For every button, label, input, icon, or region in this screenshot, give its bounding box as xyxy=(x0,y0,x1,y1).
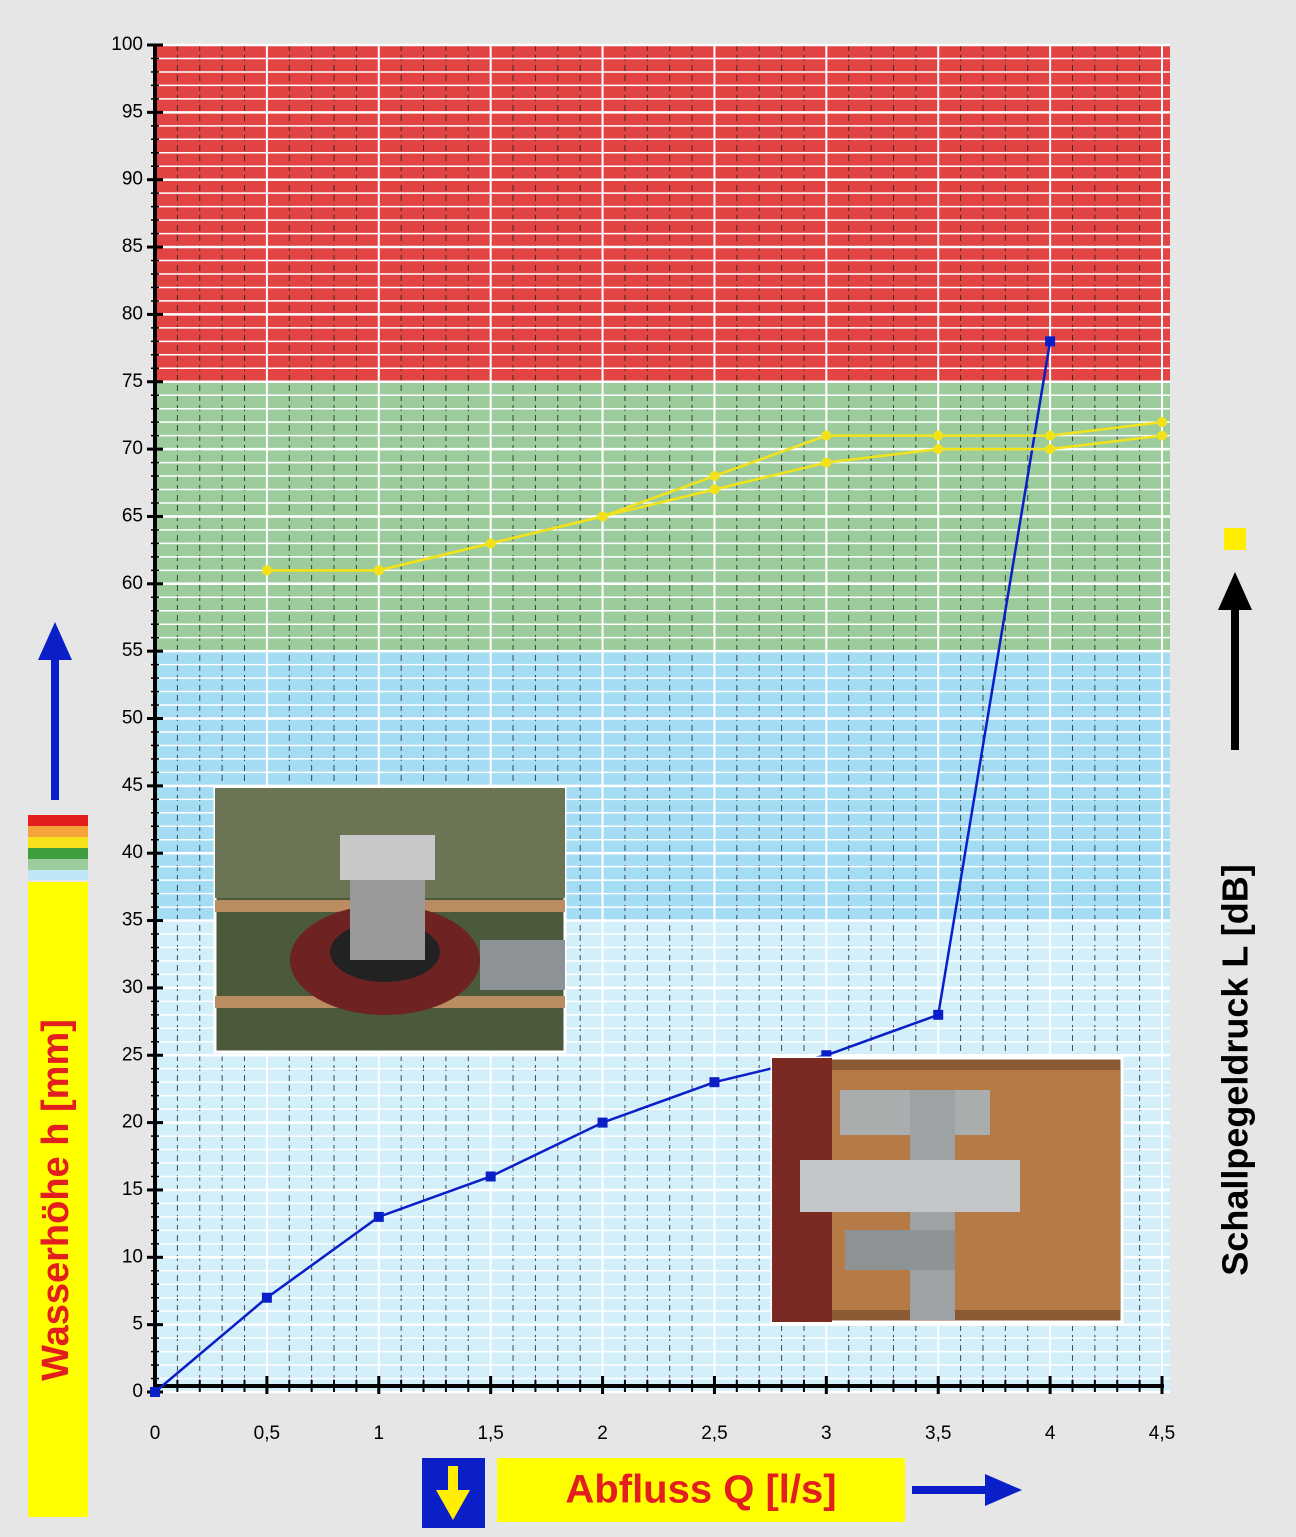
y-tick-label: 35 xyxy=(122,910,143,931)
y-tick-label: 40 xyxy=(122,842,143,863)
y-tick-label: 5 xyxy=(132,1314,143,1335)
y-tick-label: 20 xyxy=(122,1112,143,1133)
y-tick-label: 80 xyxy=(122,303,143,324)
x-tick-label: 0,5 xyxy=(254,1423,280,1444)
x-arrow xyxy=(912,1474,1022,1506)
marker xyxy=(1157,417,1167,428)
marker xyxy=(1045,444,1056,455)
y-tick-label: 25 xyxy=(122,1044,143,1065)
x-tick-label: 2,5 xyxy=(701,1423,727,1444)
y-tick-label: 100 xyxy=(111,34,143,55)
y-tick-label: 50 xyxy=(122,708,143,729)
y-tick-label: 0 xyxy=(132,1381,143,1402)
color-key xyxy=(28,815,88,880)
x-axis-label: Abfluss Q [l/s] xyxy=(565,1468,836,1512)
y-tick-label: 65 xyxy=(122,505,143,526)
y-tick-label: 90 xyxy=(122,169,143,190)
y2-legend-marker xyxy=(1224,528,1246,550)
y2-arrow xyxy=(1218,572,1252,750)
marker xyxy=(933,444,944,455)
y-tick-label: 70 xyxy=(122,438,143,459)
marker xyxy=(933,430,944,441)
marker xyxy=(933,1009,944,1020)
marker xyxy=(709,1077,720,1088)
down-arrow-box xyxy=(422,1458,485,1528)
x-tick-label: 1 xyxy=(373,1423,384,1444)
marker xyxy=(150,1387,160,1397)
marker xyxy=(485,1171,496,1182)
y-axis-label: Wasserhöhe h [mm] xyxy=(35,1019,77,1381)
marker xyxy=(1157,430,1167,441)
y-arrow xyxy=(38,622,72,800)
y-label-box xyxy=(28,882,88,1517)
marker xyxy=(597,511,608,522)
y-tick-label: 10 xyxy=(122,1246,143,1267)
x-tick-label: 3 xyxy=(821,1423,832,1444)
marker xyxy=(709,484,720,495)
marker xyxy=(261,565,272,576)
photo-pipes xyxy=(770,1056,1124,1324)
x-tick-label: 3,5 xyxy=(925,1423,951,1444)
zone-band xyxy=(155,45,1170,382)
marker xyxy=(821,430,832,441)
x-tick-label: 1,5 xyxy=(477,1423,503,1444)
marker xyxy=(1045,336,1056,347)
x-label-box xyxy=(497,1458,905,1522)
marker xyxy=(1045,430,1056,441)
marker xyxy=(373,565,384,576)
x-tick-label: 2 xyxy=(597,1423,608,1444)
y2-axis-label: Schallpegeldruck L [dB] xyxy=(1215,864,1256,1275)
x-tick-label: 0 xyxy=(150,1423,161,1444)
y-tick-label: 75 xyxy=(122,371,143,392)
marker xyxy=(261,1292,272,1303)
marker xyxy=(485,538,496,549)
x-tick-label: 4 xyxy=(1045,1423,1056,1444)
x-tick-label: 4,5 xyxy=(1149,1423,1175,1444)
marker xyxy=(709,471,720,482)
marker xyxy=(821,1050,832,1061)
y-tick-label: 45 xyxy=(122,775,143,796)
marker xyxy=(373,1211,384,1222)
y-tick-label: 15 xyxy=(122,1179,143,1200)
y-tick-label: 60 xyxy=(122,573,143,594)
y-tick-label: 30 xyxy=(122,977,143,998)
photo-drain xyxy=(213,786,567,1054)
marker xyxy=(597,1117,608,1128)
y-tick-label: 95 xyxy=(122,101,143,122)
y-tick-label: 55 xyxy=(122,640,143,661)
marker xyxy=(821,457,832,468)
y-tick-label: 85 xyxy=(122,236,143,257)
